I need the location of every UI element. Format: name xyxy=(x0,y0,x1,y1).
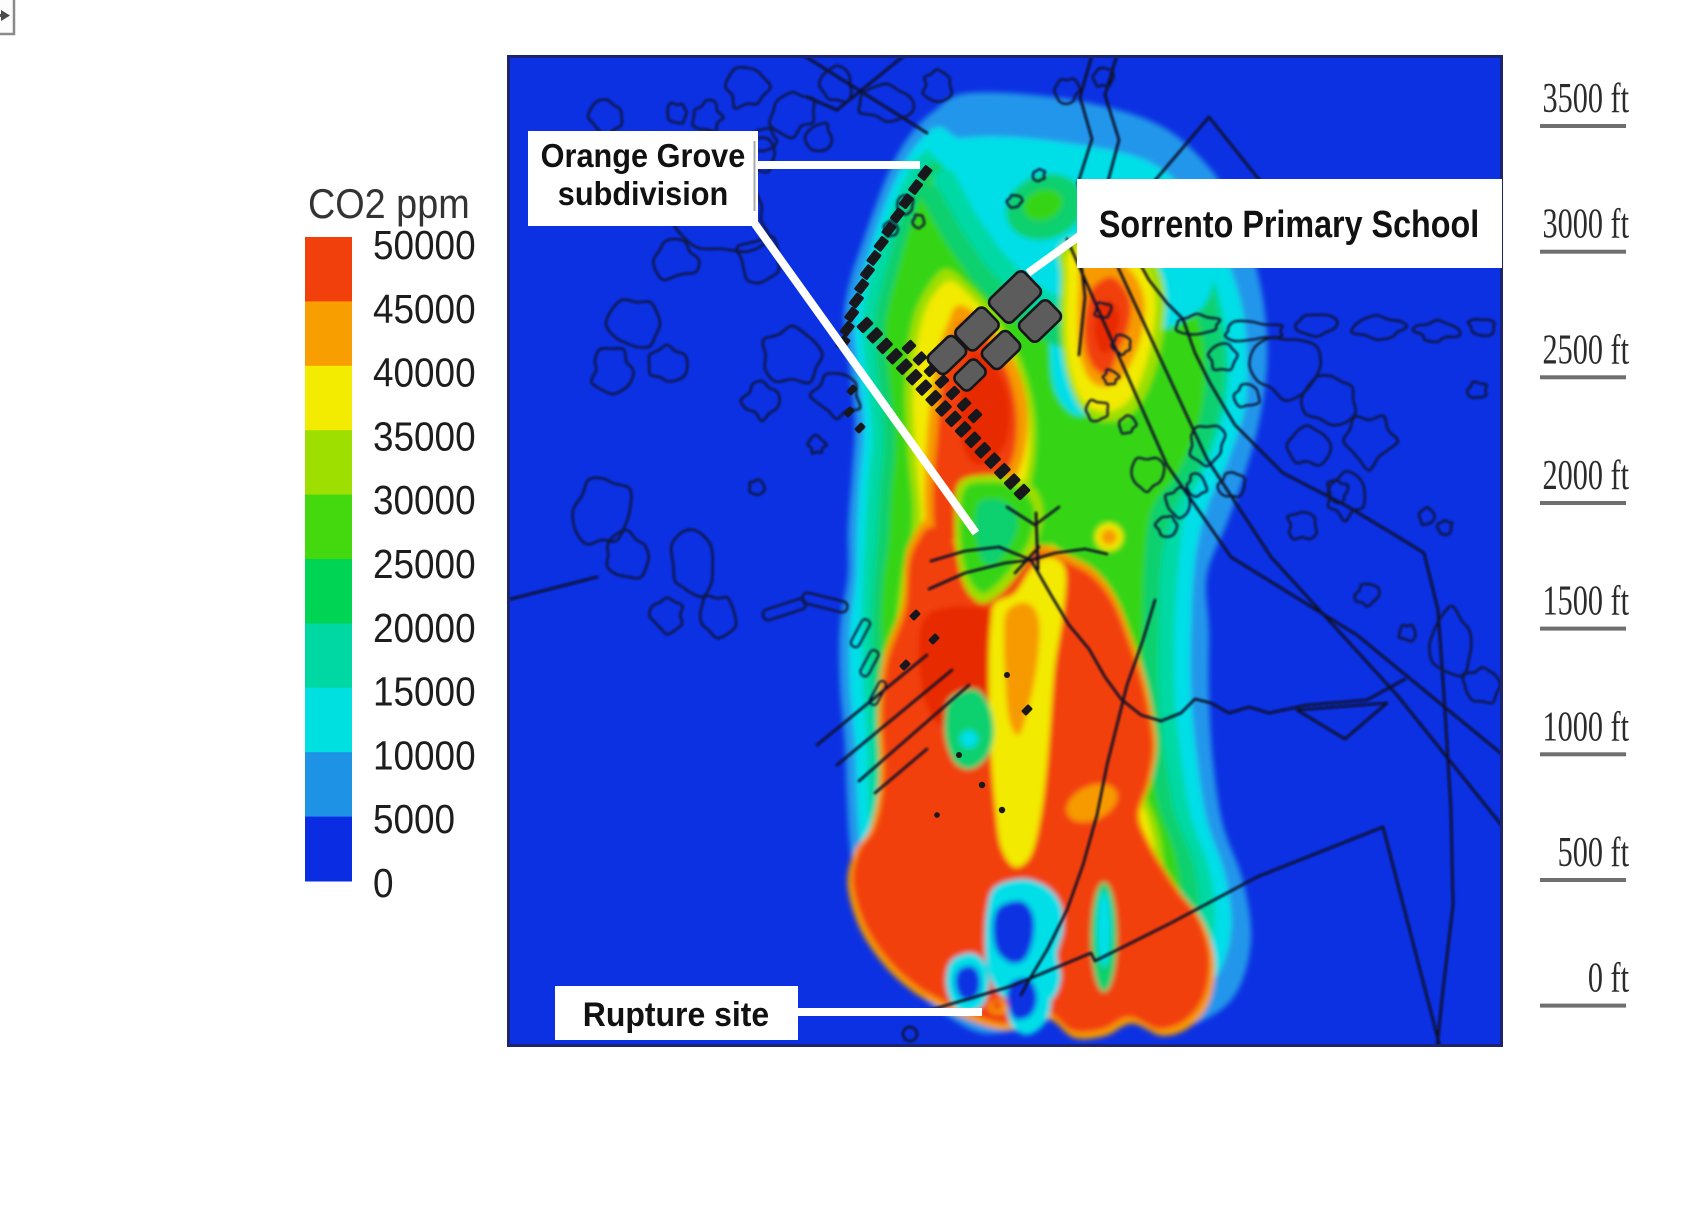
svg-text:3000 ft: 3000 ft xyxy=(1543,200,1629,247)
svg-text:35000: 35000 xyxy=(373,415,476,460)
svg-text:Orange Grove: Orange Grove xyxy=(541,137,746,174)
svg-text:subdivision: subdivision xyxy=(558,175,728,212)
svg-text:1500 ft: 1500 ft xyxy=(1543,577,1629,624)
svg-text:2500 ft: 2500 ft xyxy=(1543,325,1629,372)
svg-text:Sorrento Primary School: Sorrento Primary School xyxy=(1099,204,1479,246)
svg-text:3500 ft: 3500 ft xyxy=(1543,74,1629,121)
svg-text:CO2 ppm: CO2 ppm xyxy=(308,181,470,227)
svg-text:1000 ft: 1000 ft xyxy=(1543,702,1629,749)
svg-text:Rupture site: Rupture site xyxy=(583,995,769,1033)
svg-text:500 ft: 500 ft xyxy=(1558,828,1629,875)
svg-text:20000: 20000 xyxy=(373,606,476,651)
svg-text:0: 0 xyxy=(373,861,394,906)
svg-text:10000: 10000 xyxy=(373,734,476,779)
svg-text:45000: 45000 xyxy=(373,287,476,332)
svg-text:0 ft: 0 ft xyxy=(1588,954,1629,1001)
svg-text:15000: 15000 xyxy=(373,670,476,715)
svg-text:25000: 25000 xyxy=(373,542,476,587)
svg-text:40000: 40000 xyxy=(373,351,476,396)
svg-text:50000: 50000 xyxy=(373,223,476,268)
svg-text:5000: 5000 xyxy=(373,797,455,842)
svg-text:30000: 30000 xyxy=(373,478,476,523)
svg-text:2000 ft: 2000 ft xyxy=(1543,451,1629,498)
